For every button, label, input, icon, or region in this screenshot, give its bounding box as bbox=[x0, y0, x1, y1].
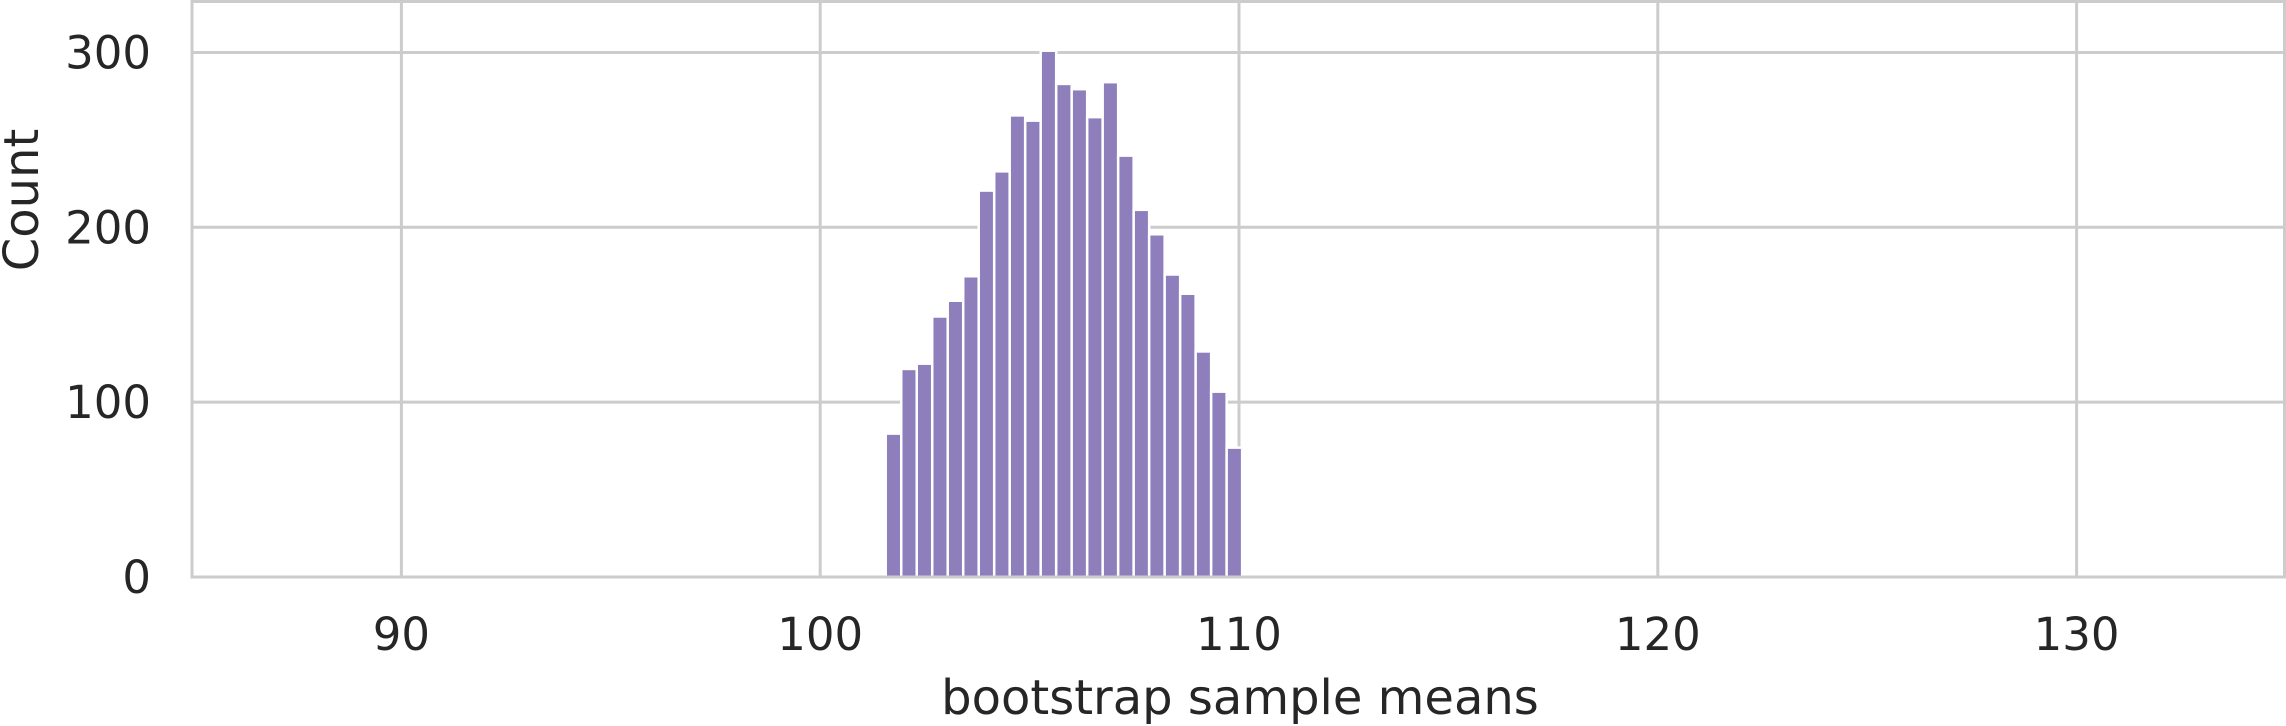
histogram-bar bbox=[1225, 446, 1244, 579]
x-tick-label: 100 bbox=[777, 608, 863, 661]
histogram-bar bbox=[961, 275, 980, 579]
histogram-bar bbox=[915, 362, 934, 579]
axes-spine bbox=[190, 0, 2286, 579]
histogram-bar bbox=[930, 315, 949, 579]
x-tick-label: 120 bbox=[1615, 608, 1701, 661]
histogram-bar bbox=[1101, 80, 1120, 579]
plot-frame bbox=[190, 0, 2286, 579]
histogram-bar bbox=[1209, 390, 1228, 579]
histogram-bar bbox=[1085, 115, 1104, 579]
histogram-bar bbox=[977, 189, 996, 579]
y-axis-label: Count bbox=[0, 129, 50, 272]
histogram-bar bbox=[1163, 273, 1182, 579]
x-tick-labels: 90 100 110 120 130 bbox=[373, 608, 2120, 661]
histogram-bar bbox=[1194, 350, 1213, 579]
y-tick-label: 300 bbox=[65, 26, 151, 79]
x-tick-label: 110 bbox=[1196, 608, 1282, 661]
histogram-bar bbox=[1178, 292, 1197, 579]
histogram-bar bbox=[946, 299, 965, 579]
x-tick-label: 90 bbox=[373, 608, 430, 661]
histogram-bar bbox=[1070, 87, 1089, 579]
histogram-bar bbox=[1054, 82, 1073, 579]
histogram-bar bbox=[1023, 119, 1042, 579]
histogram-bar bbox=[1039, 49, 1058, 579]
histogram-bar bbox=[992, 170, 1011, 579]
x-axis-label: bootstrap sample means bbox=[941, 670, 1539, 726]
histogram-bar bbox=[1132, 208, 1151, 579]
y-tick-label: 100 bbox=[65, 376, 151, 429]
histogram-bar bbox=[884, 432, 903, 579]
histogram-bar bbox=[1147, 233, 1166, 579]
y-tick-labels: 0 100 200 300 bbox=[65, 26, 151, 604]
grid-lines bbox=[192, 0, 2286, 577]
histogram-bar bbox=[899, 367, 918, 579]
histogram-bar bbox=[1116, 154, 1135, 579]
histogram-bar bbox=[1008, 114, 1027, 579]
histogram-bars bbox=[884, 49, 1244, 579]
x-tick-label: 130 bbox=[2034, 608, 2120, 661]
y-tick-label: 200 bbox=[65, 201, 151, 254]
y-tick-label: 0 bbox=[122, 551, 151, 604]
